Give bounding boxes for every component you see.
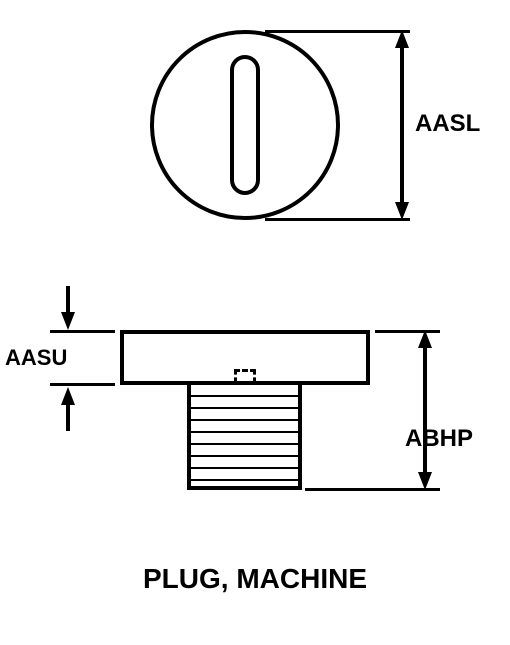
thread-line — [191, 455, 298, 457]
thread-line — [191, 407, 298, 409]
thread-line — [191, 479, 298, 481]
thread-line — [191, 395, 298, 397]
diagram-title: PLUG, MACHINE — [143, 563, 367, 595]
aasu-label: AASU — [5, 345, 67, 371]
hidden-detail — [234, 369, 256, 383]
top-view — [150, 30, 340, 220]
thread-line — [191, 431, 298, 433]
machine-plug-diagram: AASL AASU ABHP PLUG, MACHINE — [0, 0, 510, 645]
aasl-ext-line-top — [265, 30, 410, 33]
thread-line — [191, 443, 298, 445]
thread-line — [191, 419, 298, 421]
plug-slot — [230, 55, 260, 195]
aasl-ext-line-bottom — [265, 218, 410, 221]
plug-head-side — [120, 330, 370, 385]
abhp-label: ABHP — [405, 425, 473, 453]
aasu-ext-line-top — [50, 330, 115, 333]
aasu-ext-line-bottom — [50, 383, 115, 386]
thread-line — [191, 467, 298, 469]
plug-head-circle — [150, 30, 340, 220]
abhp-dimension — [418, 330, 432, 490]
plug-threaded-body — [187, 385, 302, 490]
aasl-label: AASL — [415, 110, 480, 138]
aasl-dimension — [395, 30, 409, 220]
side-view — [120, 330, 370, 490]
